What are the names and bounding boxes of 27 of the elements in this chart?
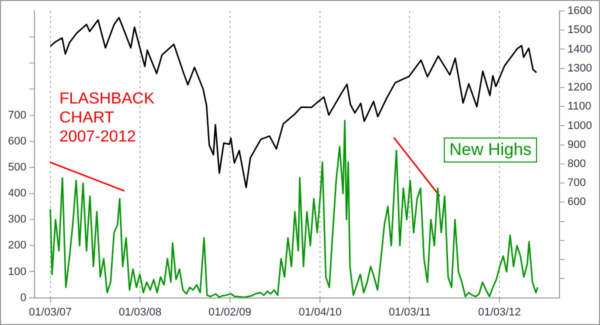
annotation: FLASHBACK CHART 2007-2012 xyxy=(59,90,155,146)
y2-tick-label: 1200 xyxy=(568,82,592,94)
y2-tick-label: 1500 xyxy=(568,24,592,36)
x-tick-label: 01/03/08 xyxy=(118,306,162,318)
y2-tick-label: 1100 xyxy=(568,100,592,113)
x-tick-label: 01/03/11 xyxy=(388,306,431,318)
y2-tick-label: 600 xyxy=(568,196,586,208)
series-label: New Highs xyxy=(449,140,532,160)
y-tick-label: 400 xyxy=(8,188,26,200)
y-tick-label: 700 xyxy=(8,109,26,122)
y-tick-label: 0 xyxy=(20,292,26,304)
y2-tick-label: 1000 xyxy=(568,120,592,132)
y-tick-label: 100 xyxy=(8,266,26,278)
y2-tick-label: 1300 xyxy=(568,62,592,74)
y2-tick-label: 800 xyxy=(568,158,586,170)
x-tick-label: 01/03/12 xyxy=(478,306,521,318)
y2-tick-label: 900 xyxy=(568,138,586,151)
x-tick-label: 01/02/09 xyxy=(208,306,252,318)
y2-tick-label: 1400 xyxy=(568,43,592,56)
y-tick-label: 300 xyxy=(8,214,26,226)
y-tick-label: 600 xyxy=(8,135,26,148)
y2-tick-label: 1600 xyxy=(568,5,592,18)
x-tick-label: 01/04/10 xyxy=(298,306,342,318)
x-tick-label: 01/03/07 xyxy=(28,306,72,318)
y-tick-label: 500 xyxy=(8,161,26,174)
y2-tick-label: 700 xyxy=(568,177,586,190)
y-tick-label: 200 xyxy=(8,240,26,252)
